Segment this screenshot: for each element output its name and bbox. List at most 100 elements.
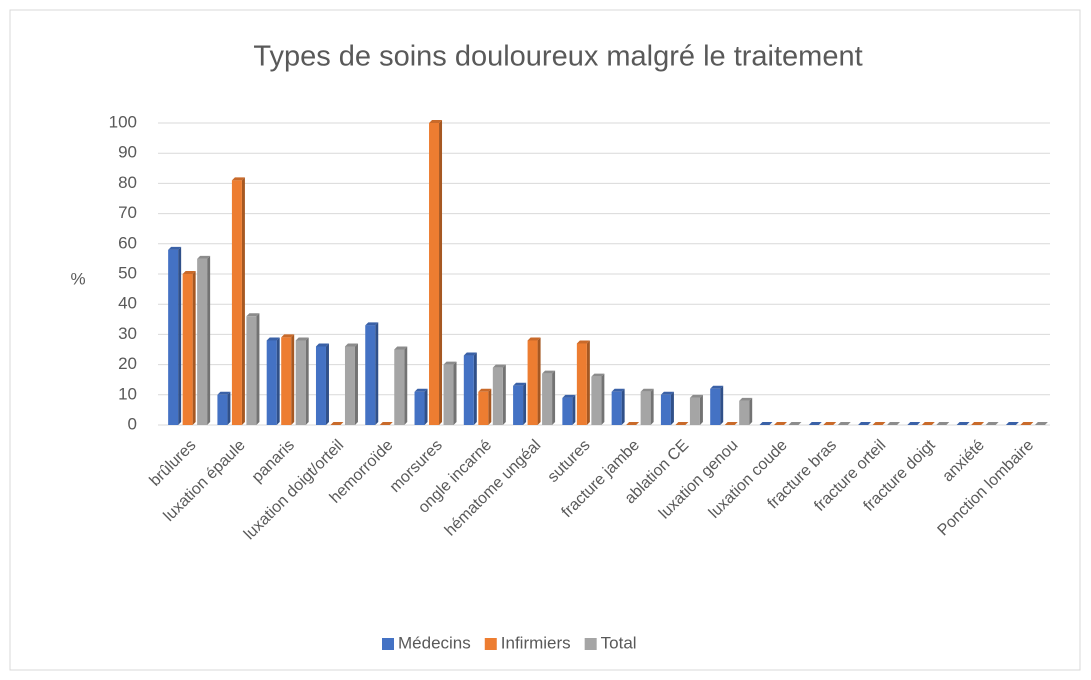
bar-face [217,394,228,425]
bar [527,337,541,425]
bar [887,422,901,425]
bar-face [478,391,489,425]
bar-face [492,367,503,425]
bar [365,322,379,425]
legend-swatch [382,638,394,650]
bar [1034,422,1048,425]
bar-side [291,334,295,425]
bar [379,422,393,425]
bar-side [276,337,280,425]
y-tick-label: 60 [118,233,137,252]
bar-top [492,364,506,368]
bar [182,271,196,425]
bar-side [227,391,231,425]
bar-face [591,376,602,425]
bar-face [689,397,700,425]
bar-top [887,422,901,425]
y-tick-label: 70 [118,203,137,222]
y-tick-label: 90 [118,143,137,162]
bar [724,422,738,425]
bar-face [463,355,474,425]
bar-top [872,422,886,425]
bar-top [626,422,640,425]
bar [315,343,329,425]
bar-side [601,373,605,425]
bar [710,385,724,425]
bar-top [823,422,837,425]
bar-face [611,391,622,425]
bar-top [182,271,196,274]
bar-face [429,123,440,425]
bar-top [576,340,590,344]
y-tick-label: 50 [118,263,137,282]
bar [246,313,260,425]
bar-top [562,394,576,398]
bar-side [404,346,408,425]
bar [872,422,886,425]
bar-top [808,422,822,425]
bar-face [443,364,454,425]
bar-top [773,422,787,425]
bar-side [453,361,457,425]
bar-top [330,422,344,425]
bar-side [586,340,590,425]
bar [837,422,851,425]
bar-top [710,385,724,389]
bar-side [241,177,245,425]
bar-top [907,422,921,425]
y-tick-label: 80 [118,173,137,192]
bar-top [443,361,457,365]
bar-face [315,346,326,425]
bar-side [256,313,260,425]
y-tick-label: 100 [109,112,137,131]
bar [1020,422,1034,425]
bar-top [1020,422,1034,425]
bar-side [473,352,477,425]
bar-top [660,391,674,395]
bar-top [246,313,260,317]
bar-top [394,346,408,350]
bar-face [562,397,573,425]
bar [936,422,950,425]
bar-side [502,364,506,425]
bar [344,343,358,425]
bar-top [788,422,802,425]
bar [626,422,640,425]
bar-top [858,422,872,425]
bar-top [513,382,527,386]
bar-side [207,255,211,425]
bar [295,337,309,425]
bar [773,422,787,425]
bar [956,422,970,425]
bar-face [197,258,208,425]
bar-face [739,400,750,425]
bar [675,422,689,425]
bar [394,346,408,425]
bar [788,422,802,425]
bar [640,388,654,425]
legend-label: Infirmiers [501,633,571,652]
bar [823,422,837,425]
bar [542,370,556,425]
bar-side [192,271,196,425]
bar [907,422,921,425]
bar-top [463,352,477,356]
bar-top [429,120,443,123]
bar-face [344,346,355,425]
bar-side [552,370,556,425]
bar-face [513,385,524,425]
bar-top [168,246,182,250]
bar-top [1034,422,1048,425]
bar-face [365,325,376,425]
bar [660,391,674,425]
bar-top [414,388,428,392]
bar [611,388,625,425]
bar-top [217,391,231,395]
bar-top [266,337,280,341]
bar-top [985,422,999,425]
bar-top [759,422,773,425]
bar [443,361,457,425]
bar [739,397,753,425]
bar-top [611,388,625,392]
bar-face [182,274,193,425]
